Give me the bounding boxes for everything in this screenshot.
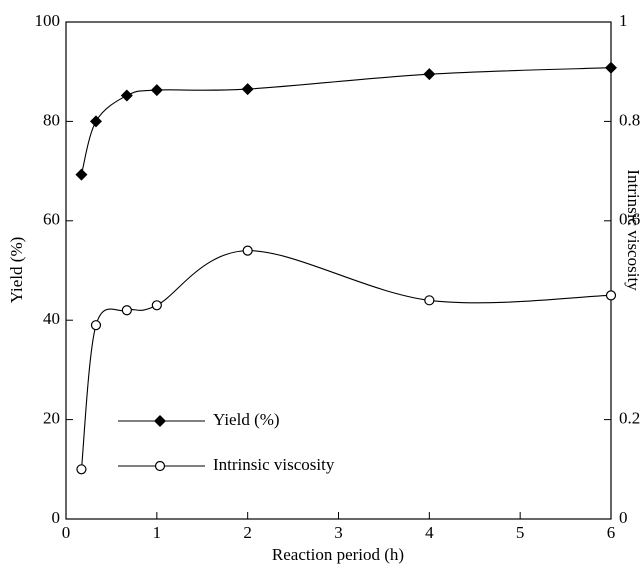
- marker: [150, 84, 163, 97]
- series-line: [80, 250, 612, 470]
- y-tick-label: 20: [43, 409, 60, 428]
- y2-axis-label: Intrinsic viscosity: [624, 169, 641, 291]
- marker: [424, 295, 435, 306]
- marker: [151, 300, 162, 311]
- y-tick-label: 0: [52, 508, 61, 527]
- marker: [605, 290, 617, 301]
- y-axis-label: Yield (%): [7, 237, 26, 304]
- x-tick-label: 5: [516, 523, 525, 542]
- y2-tick-label: 1: [619, 11, 628, 30]
- x-tick-label: 2: [243, 523, 252, 542]
- marker: [423, 68, 436, 81]
- marker: [75, 168, 88, 181]
- legend-label: Intrinsic viscosity: [213, 455, 335, 474]
- marker: [241, 83, 254, 96]
- plot-frame: [65, 21, 612, 520]
- y2-tick-label: 0.6: [619, 210, 640, 229]
- y-tick-label: 80: [43, 110, 60, 129]
- x-tick-label: 1: [153, 523, 162, 542]
- legend-label: Yield (%): [213, 410, 280, 429]
- marker: [90, 320, 102, 331]
- marker: [605, 61, 617, 74]
- y-tick-label: 60: [43, 210, 60, 229]
- x-tick-label: 3: [334, 523, 343, 542]
- marker: [89, 115, 102, 128]
- marker: [76, 464, 87, 475]
- y-tick-label: 100: [35, 11, 61, 30]
- series-line: [80, 67, 612, 175]
- y2-tick-label: 0.2: [619, 409, 640, 428]
- x-tick-label: 6: [607, 523, 616, 542]
- x-tick-label: 4: [425, 523, 434, 542]
- x-axis-label: Reaction period (h): [272, 545, 404, 564]
- x-tick-label: 0: [62, 523, 71, 542]
- legend-marker: [154, 460, 166, 472]
- y-tick-label: 40: [43, 309, 60, 328]
- marker: [121, 305, 132, 316]
- marker: [242, 245, 253, 256]
- legend-marker: [154, 415, 166, 427]
- marker: [120, 89, 133, 102]
- y2-tick-label: 0: [619, 508, 628, 527]
- y2-tick-label: 0.8: [619, 110, 640, 129]
